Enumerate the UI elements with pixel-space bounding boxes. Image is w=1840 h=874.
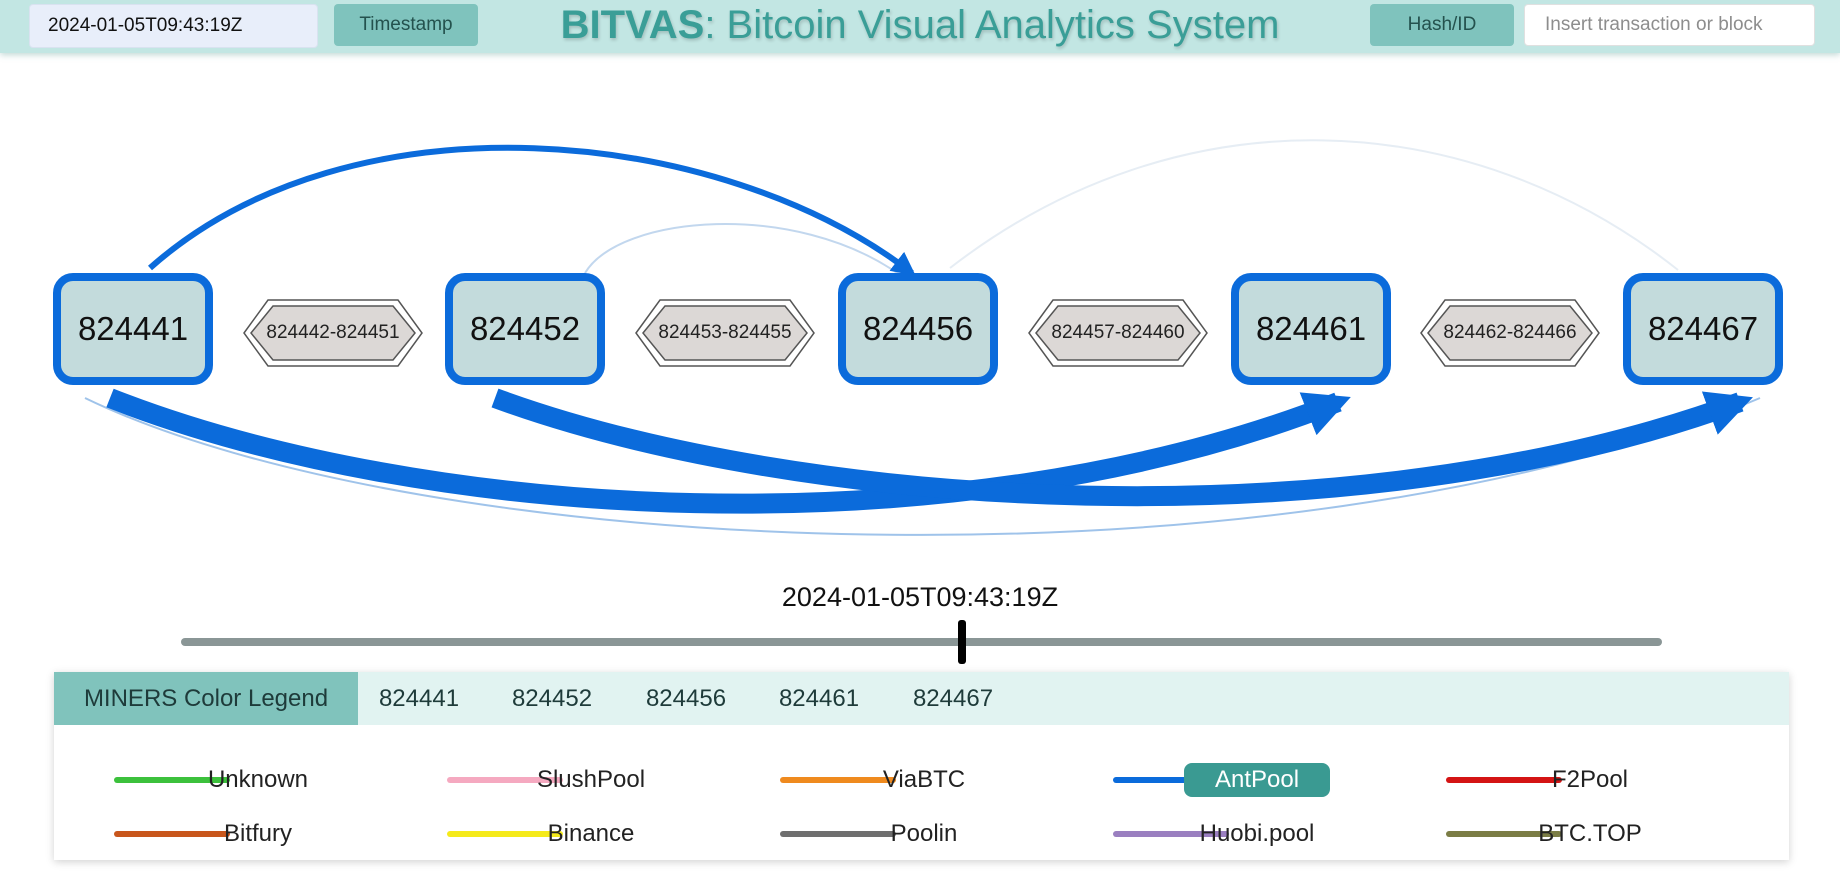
miner-legend-unknown[interactable]: Unknown <box>207 766 309 793</box>
app-title: BITVAS: Bitcoin Visual Analytics System <box>540 0 1300 50</box>
miner-color-swatch-viabtc <box>780 777 896 783</box>
miner-color-swatch-slushpool <box>447 777 563 783</box>
tab-block-824452[interactable]: 824452 <box>511 684 593 712</box>
block-links <box>84 139 1761 536</box>
timestamp-button[interactable]: Timestamp <box>334 4 478 46</box>
legend-tab-bar: MINERS Color Legend 824441 824452 824456… <box>54 672 1789 725</box>
link-824441-824461 <box>106 388 1351 514</box>
app-header: Timestamp BITVAS: Bitcoin Visual Analyti… <box>0 0 1840 53</box>
miner-color-swatch-binance <box>447 831 563 837</box>
tab-block-824467[interactable]: 824467 <box>912 684 994 712</box>
miner-color-swatch-btc-top <box>1446 831 1562 837</box>
tab-block-824461[interactable]: 824461 <box>778 684 860 712</box>
link-824441-824467-thin <box>84 397 1761 536</box>
miner-color-swatch-huobi-pool <box>1113 831 1229 837</box>
block-node-824441[interactable]: 824441 <box>53 273 213 385</box>
link-824452-824456 <box>584 223 901 276</box>
miner-legend-f2pool[interactable]: F2Pool <box>1551 766 1629 793</box>
miner-legend-binance[interactable]: Binance <box>547 820 635 847</box>
tab-block-824441[interactable]: 824441 <box>378 684 460 712</box>
range-shape-4 <box>1420 299 1600 367</box>
block-graph[interactable]: 824441 824452 824456 824461 824467 82444… <box>0 60 1840 580</box>
miner-color-swatch-bitfury <box>114 831 230 837</box>
link-824441-824456 <box>148 144 916 276</box>
miner-legend-huobi-pool[interactable]: Huobi.pool <box>1199 820 1315 847</box>
hash-search-input[interactable] <box>1524 4 1815 46</box>
miner-legend-poolin[interactable]: Poolin <box>890 820 958 847</box>
link-824452-824467 <box>491 388 1753 507</box>
block-node-824467[interactable]: 824467 <box>1623 273 1783 385</box>
app-title-acronym: BITVAS <box>560 2 705 47</box>
miner-color-swatch-f2pool <box>1446 777 1562 783</box>
miner-legend-bitfury[interactable]: Bitfury <box>223 820 292 847</box>
miner-legend-btc-top[interactable]: BTC.TOP <box>1538 820 1642 847</box>
tab-miners-color-legend[interactable]: MINERS Color Legend <box>54 672 358 725</box>
range-shape-1 <box>243 299 423 367</box>
block-node-824456[interactable]: 824456 <box>838 273 998 385</box>
block-node-824461[interactable]: 824461 <box>1231 273 1391 385</box>
miners-legend-panel: MINERS Color Legend 824441 824452 824456… <box>54 672 1789 860</box>
block-range-824457-824460[interactable]: 824457-824460 <box>1051 322 1185 343</box>
range-shape-3 <box>1028 299 1208 367</box>
timeline-slider-handle[interactable] <box>958 620 966 664</box>
miner-legend-viabtc[interactable]: ViaBTC <box>882 766 966 793</box>
miner-color-swatch-unknown <box>114 777 230 783</box>
tab-block-824456[interactable]: 824456 <box>645 684 727 712</box>
timestamp-input[interactable] <box>29 4 318 48</box>
hash-id-button[interactable]: Hash/ID <box>1370 4 1514 46</box>
block-range-824442-824451[interactable]: 824442-824451 <box>266 322 400 343</box>
miner-color-swatch-antpool <box>1113 777 1229 783</box>
timeline-slider-track[interactable] <box>181 638 1662 646</box>
app-title-rest: : Bitcoin Visual Analytics System <box>704 2 1280 47</box>
miner-legend-slushpool[interactable]: SlushPool <box>536 766 646 793</box>
miner-legend-antpool[interactable]: AntPool <box>1184 763 1330 797</box>
block-range-824453-824455[interactable]: 824453-824455 <box>658 322 792 343</box>
range-shape-2 <box>635 299 815 367</box>
timeline-current-time: 2024-01-05T09:43:19Z <box>781 582 1059 612</box>
block-range-824462-824466[interactable]: 824462-824466 <box>1443 322 1577 343</box>
link-824456-824467 <box>949 139 1679 271</box>
miner-color-swatch-poolin <box>780 831 896 837</box>
block-node-824452[interactable]: 824452 <box>445 273 605 385</box>
